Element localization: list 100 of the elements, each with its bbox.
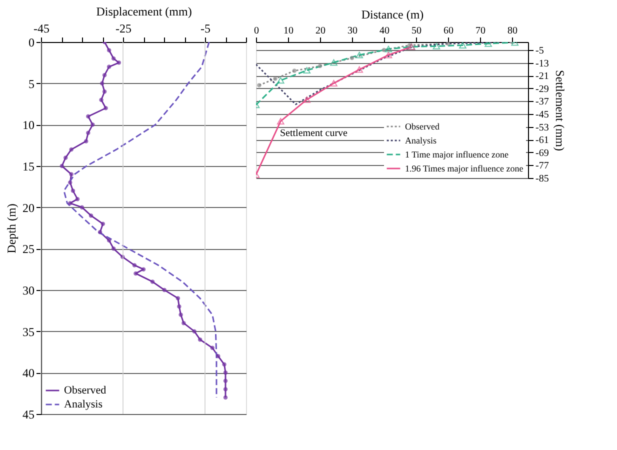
y-tick-label: -37: [536, 96, 549, 108]
y-tick-label: -69: [536, 148, 549, 159]
point: [162, 288, 167, 292]
point: [432, 42, 440, 50]
point: [60, 164, 64, 168]
point: [102, 89, 107, 94]
point: [100, 222, 106, 226]
point: [69, 147, 74, 152]
legend-label: Observed: [405, 122, 440, 132]
x-tick-label: 60: [444, 26, 454, 36]
point: [68, 201, 72, 206]
x-tick-label: 10: [284, 26, 294, 36]
y-tick-label: -5: [536, 46, 544, 56]
point: [134, 271, 138, 276]
legend-label: 1 Time major influence zone: [405, 150, 508, 160]
point: [90, 122, 95, 127]
point: [111, 56, 116, 61]
point: [132, 263, 137, 268]
point: [356, 66, 364, 73]
y-tick-label: 0: [28, 36, 34, 50]
x-tick-label: 50: [412, 26, 422, 36]
point: [141, 267, 146, 272]
y-tick-label: -21: [536, 71, 549, 82]
point: [104, 106, 108, 110]
x-tick-label: 40: [380, 26, 390, 36]
point: [303, 96, 311, 103]
point: [303, 67, 311, 74]
legend-label: Analysis: [64, 398, 102, 410]
y-tick-label: 5: [28, 76, 34, 91]
y-tick-label: 10: [22, 118, 34, 132]
x-tick-label: -5: [200, 22, 210, 36]
point: [223, 395, 228, 400]
point: [350, 56, 354, 60]
y-tick-label: -77: [536, 160, 549, 172]
point: [330, 59, 338, 66]
point: [99, 98, 104, 102]
y-tick-label: 15: [22, 160, 34, 174]
point: [111, 246, 116, 251]
point: [446, 42, 450, 46]
point: [292, 68, 297, 73]
y-tick-label: 45: [22, 408, 34, 422]
point: [223, 387, 228, 392]
point: [177, 304, 182, 309]
x-tick-label: 30: [348, 26, 358, 36]
y-tick-label: -85: [536, 174, 549, 184]
legend-label: 1.96 Times major influence zone: [405, 164, 524, 174]
point: [276, 77, 284, 84]
point: [459, 42, 466, 48]
y-axis-title: Settlement (mm): [552, 70, 567, 151]
y-tick-label: -53: [536, 122, 549, 134]
x-tick-label: 0: [254, 26, 259, 36]
y-tick-label: 20: [22, 200, 34, 215]
point: [216, 354, 220, 358]
y-tick-label: -61: [536, 135, 549, 146]
y-axis-title: Depth (m): [4, 204, 18, 254]
point: [98, 230, 102, 234]
point: [102, 72, 107, 78]
y-tick-label: 35: [22, 324, 34, 339]
point: [70, 188, 76, 193]
y-tick-label: -29: [536, 84, 549, 95]
point: [86, 114, 90, 119]
x-axis-title: Distance (m): [361, 8, 424, 22]
point: [69, 172, 74, 176]
point: [276, 118, 284, 124]
point: [222, 362, 226, 367]
point: [80, 205, 84, 210]
point: [100, 81, 104, 86]
point: [356, 52, 364, 58]
point: [384, 52, 392, 58]
x-tick-label: -25: [116, 22, 132, 36]
point: [88, 213, 94, 218]
point: [273, 76, 278, 81]
point: [198, 337, 202, 342]
legend-label: Observed: [64, 384, 107, 396]
x-tick-label: 20: [316, 26, 326, 36]
point: [176, 296, 180, 300]
y-tick-label: -45: [536, 110, 549, 120]
point: [106, 64, 112, 69]
y-tick-label: 30: [22, 284, 34, 298]
y-tick-label: 40: [22, 366, 34, 380]
annotation: Settlement curve: [280, 128, 348, 140]
legend-label: Analysis: [405, 136, 437, 146]
point: [150, 280, 155, 284]
point: [223, 370, 228, 375]
point: [106, 238, 112, 243]
x-tick-label: 80: [508, 26, 518, 36]
point: [84, 139, 88, 144]
point: [68, 180, 72, 185]
point: [86, 130, 90, 136]
x-axis-title: Displacement (mm): [96, 4, 192, 18]
point: [106, 48, 112, 52]
point: [318, 64, 322, 68]
point: [257, 83, 262, 88]
point: [75, 196, 80, 202]
y-tick-label: 25: [22, 242, 34, 256]
point: [192, 329, 196, 334]
point: [223, 378, 228, 384]
point: [182, 320, 186, 326]
x-tick-label: 70: [476, 26, 486, 36]
point: [178, 312, 183, 317]
